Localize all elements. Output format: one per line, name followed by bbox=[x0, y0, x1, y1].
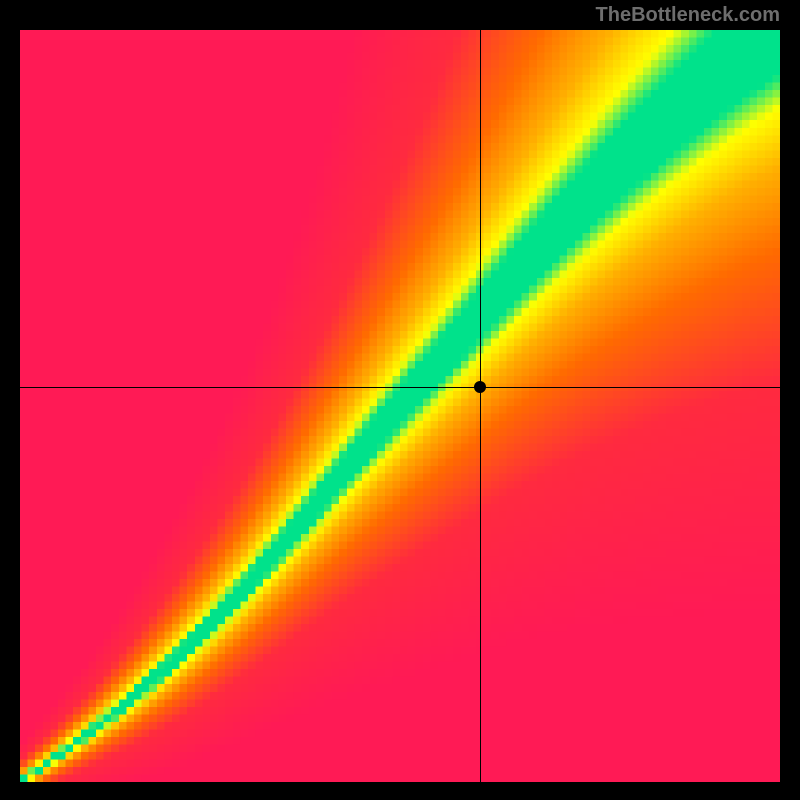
bottleneck-heatmap bbox=[20, 30, 780, 782]
chart-container: TheBottleneck.com bbox=[0, 0, 800, 800]
crosshair-horizontal bbox=[20, 387, 780, 388]
selection-marker bbox=[474, 381, 486, 393]
watermark-text: TheBottleneck.com bbox=[596, 4, 780, 27]
crosshair-vertical bbox=[480, 30, 481, 782]
plot-area bbox=[20, 30, 780, 782]
